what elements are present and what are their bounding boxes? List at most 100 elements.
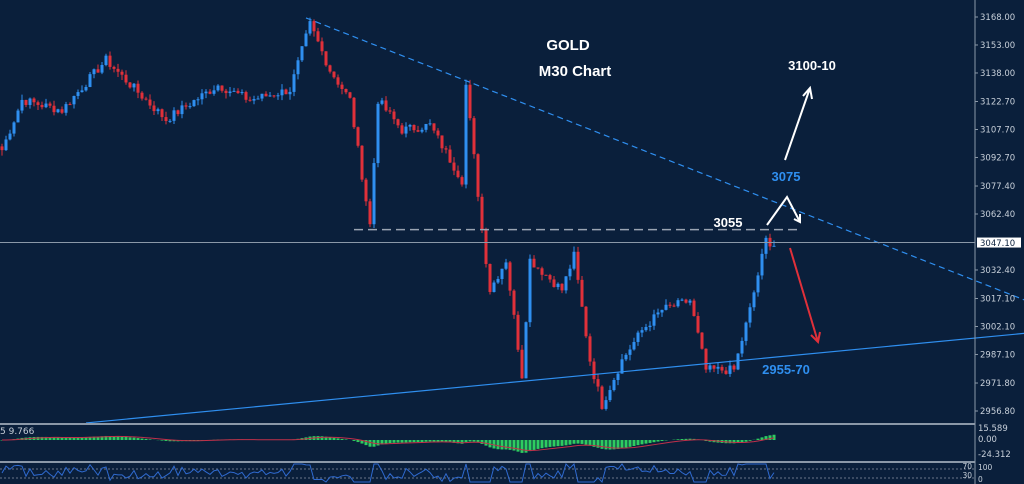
- macd-histogram-bar: [124, 436, 128, 440]
- macd-histogram-bar: [88, 436, 92, 440]
- macd-histogram-bar: [644, 440, 648, 444]
- candle-body: [548, 275, 552, 280]
- macd-histogram-bar: [356, 440, 360, 443]
- macd-histogram-bar: [656, 440, 660, 442]
- macd-histogram-bar: [676, 439, 680, 440]
- axis-tick-label: 3062.40: [980, 210, 1015, 220]
- candle-body: [412, 124, 416, 131]
- macd-histogram-bar: [472, 440, 476, 442]
- candle-body: [372, 163, 376, 225]
- candle-body: [124, 74, 128, 83]
- candle-body: [172, 110, 176, 121]
- macd-histogram-bar: [660, 440, 664, 441]
- candle-body: [100, 65, 104, 73]
- current-price-box: [977, 237, 1021, 248]
- candle-body: [96, 69, 100, 73]
- macd-histogram-bar: [136, 438, 140, 440]
- candle-body: [636, 332, 640, 342]
- candle-body: [720, 366, 724, 371]
- macd-histogram-bar: [688, 438, 692, 440]
- axis-tick-label: 2971.80: [980, 379, 1015, 389]
- macd-histogram-bar: [68, 437, 72, 440]
- candle-body: [480, 196, 484, 230]
- candle-body: [112, 66, 116, 69]
- candle-body: [328, 65, 332, 72]
- candle-body: [580, 279, 584, 307]
- candle-body: [680, 299, 684, 301]
- candle-body: [188, 106, 192, 108]
- axis-tick-label: 3107.70: [980, 125, 1015, 135]
- macd-histogram-bar: [380, 440, 384, 445]
- candle-body: [616, 373, 620, 380]
- macd-histogram-bar: [556, 440, 560, 447]
- candle-body: [428, 123, 432, 125]
- macd-histogram-bar: [144, 438, 148, 440]
- candle-body: [556, 283, 560, 288]
- candle-body: [744, 322, 748, 341]
- candle-body: [336, 77, 340, 85]
- candle-body: [544, 274, 548, 276]
- candle-body: [424, 123, 428, 130]
- candle-body: [204, 91, 208, 94]
- candle-body: [108, 55, 112, 67]
- macd-histogram-bar: [64, 437, 68, 440]
- candle-body: [16, 110, 20, 123]
- candle-body: [32, 98, 36, 103]
- candle-body: [612, 379, 616, 391]
- price-pane: [0, 17, 1024, 424]
- candle-body: [272, 95, 276, 97]
- candle-body: [600, 386, 604, 409]
- macd-histogram-bar: [536, 440, 540, 449]
- macd-histogram-bar: [120, 436, 124, 440]
- candle-body: [568, 268, 572, 277]
- candle-body: [448, 149, 452, 163]
- macd-histogram-bar: [104, 435, 108, 440]
- rsi-axis-label: 100: [978, 463, 993, 472]
- macd-histogram-bar: [56, 437, 60, 440]
- candle-body: [156, 109, 160, 112]
- candle-body: [484, 229, 488, 264]
- macd-axis-label: 0.00: [978, 435, 997, 445]
- macd-histogram-bar: [568, 440, 572, 445]
- candle-body: [384, 100, 388, 111]
- candle-body: [40, 104, 44, 108]
- macd-histogram-bar: [148, 439, 152, 440]
- candle-body: [388, 110, 392, 112]
- candle-body: [664, 304, 668, 310]
- macd-histogram-bar: [92, 436, 96, 440]
- candle-body: [396, 119, 400, 126]
- macd-histogram-bar: [504, 440, 508, 450]
- macd-histogram-bar: [596, 440, 600, 448]
- macd-histogram-bar: [376, 440, 380, 446]
- macd-histogram-bar: [428, 440, 432, 442]
- candle-body: [12, 122, 16, 134]
- candle-body: [348, 92, 352, 98]
- candle-body: [340, 84, 344, 89]
- macd-histogram-bar: [84, 437, 88, 440]
- candle-body: [200, 93, 204, 100]
- candle-body: [64, 104, 68, 113]
- axis-tick-label: 2956.80: [980, 407, 1015, 417]
- candle-body: [332, 71, 336, 78]
- candle-body: [132, 83, 136, 88]
- candle-body: [248, 99, 252, 101]
- candle-body: [44, 103, 48, 108]
- candle-body: [564, 276, 568, 291]
- macd-histogram-bar: [560, 440, 564, 446]
- macd-histogram-bar: [80, 437, 84, 440]
- candle-body: [164, 117, 168, 122]
- macd-histogram-bar: [500, 440, 504, 450]
- candle-body: [208, 91, 212, 94]
- candle-body: [88, 74, 92, 87]
- macd-histogram-bar: [652, 440, 656, 443]
- candle-body: [516, 314, 520, 350]
- candle-body: [444, 148, 448, 150]
- macd-histogram-bar: [60, 437, 64, 440]
- candle-body: [724, 370, 728, 374]
- macd-histogram-bar: [768, 435, 772, 440]
- candle-body: [604, 400, 608, 409]
- macd-histogram-bar: [100, 436, 104, 440]
- candle-body: [540, 268, 544, 275]
- candle-body: [436, 130, 440, 136]
